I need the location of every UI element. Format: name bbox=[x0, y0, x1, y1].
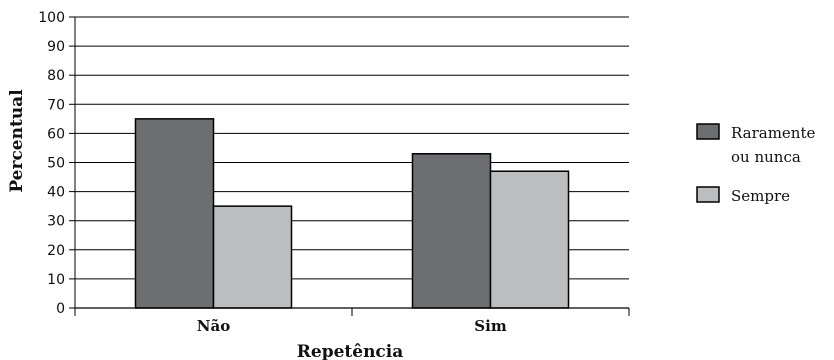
legend-label: ou nunca bbox=[731, 148, 801, 166]
y-tick-label: 30 bbox=[47, 214, 65, 230]
y-tick-label: 40 bbox=[47, 185, 65, 201]
bar bbox=[134, 118, 215, 309]
bar bbox=[411, 153, 492, 309]
y-axis-title: Percentual bbox=[7, 89, 27, 193]
legend-label: Sempre bbox=[731, 187, 790, 205]
x-axis-title: Repetência bbox=[297, 342, 404, 360]
y-tick-label: 10 bbox=[47, 272, 65, 288]
bar bbox=[489, 170, 570, 309]
legend-swatch bbox=[696, 186, 720, 203]
x-axis-categories: Não Sim bbox=[197, 317, 507, 335]
axes bbox=[74, 17, 630, 316]
bar bbox=[212, 205, 293, 309]
x-category-label: Não bbox=[197, 317, 230, 335]
bars bbox=[134, 118, 570, 309]
y-tick-label: 100 bbox=[38, 10, 65, 26]
y-tick-label: 90 bbox=[47, 39, 65, 55]
y-axis-ticks: 0 10 20 30 40 50 60 70 80 90 100 bbox=[38, 10, 75, 317]
y-tick-label: 20 bbox=[47, 243, 65, 259]
y-tick-label: 0 bbox=[56, 301, 65, 317]
legend-swatch bbox=[696, 123, 720, 140]
y-tick-label: 50 bbox=[47, 156, 65, 172]
y-tick-label: 70 bbox=[47, 97, 65, 113]
x-category-label: Sim bbox=[474, 317, 507, 335]
y-tick-label: 80 bbox=[47, 68, 65, 84]
legend: Raramente ou nunca Sempre bbox=[696, 123, 815, 205]
legend-label: Raramente bbox=[731, 124, 815, 142]
y-tick-label: 60 bbox=[47, 126, 65, 142]
